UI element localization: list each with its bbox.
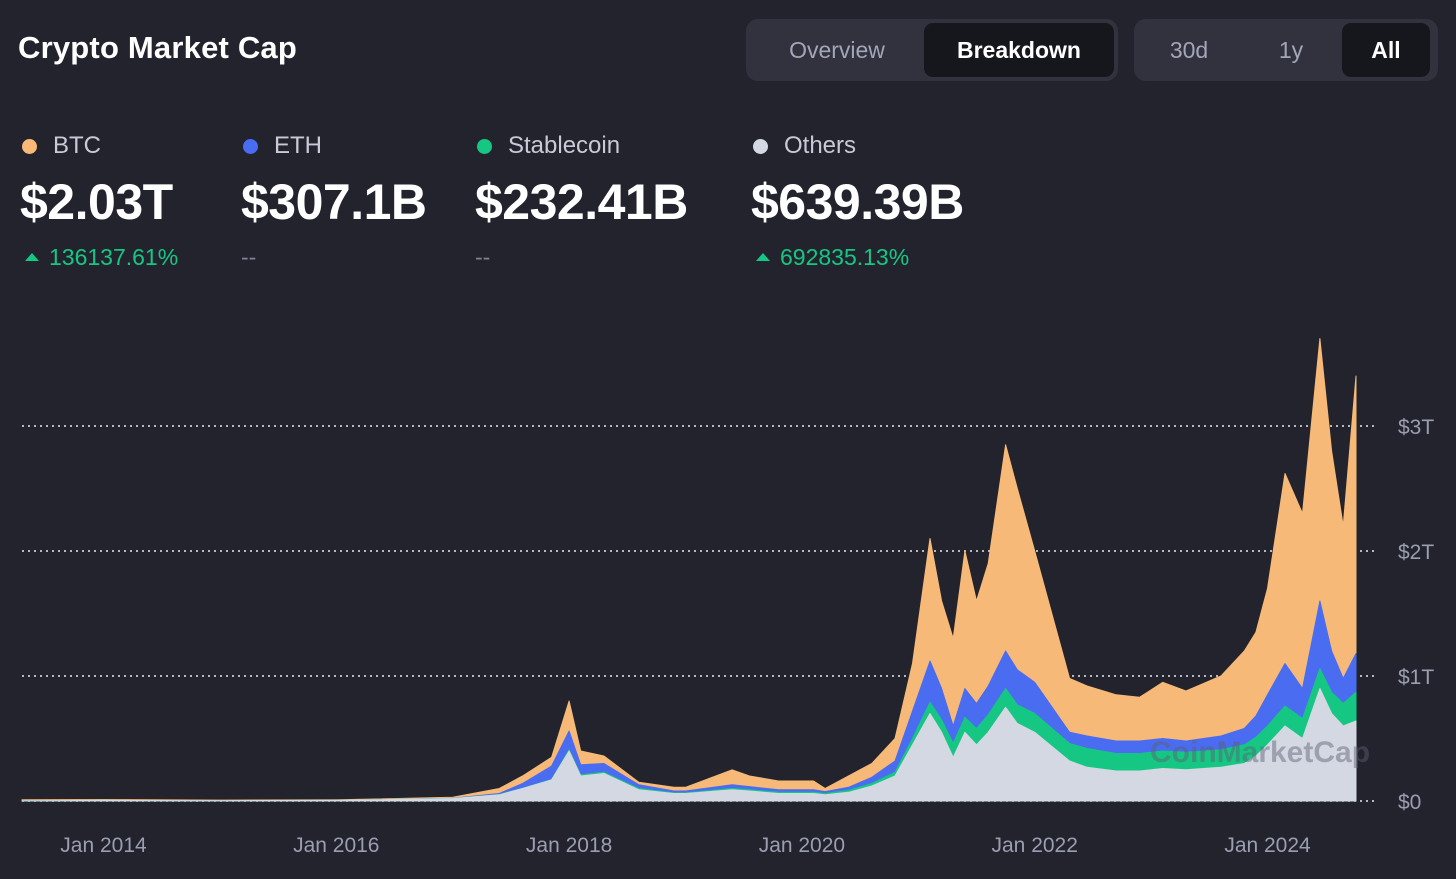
btc-market-cap-value: $2.03T [20, 174, 173, 230]
eth-color-dot [243, 138, 258, 154]
change-text: -- [241, 243, 257, 270]
range-all-button[interactable]: All [1342, 23, 1430, 77]
x-tick-label: Jan 2016 [293, 834, 379, 857]
view-toggle: Overview Breakdown [746, 19, 1118, 81]
others-color-dot [753, 138, 768, 154]
x-tick-label: Jan 2022 [992, 834, 1078, 857]
stablecoin-color-dot [477, 138, 492, 154]
y-tick-label: $2T [1398, 541, 1434, 564]
stablecoin-change: -- [475, 242, 688, 272]
y-tick-label: $0 [1398, 791, 1421, 814]
x-tick-label: Jan 2020 [759, 834, 845, 857]
area-btc[interactable] [21, 338, 1357, 802]
eth-change: -- [241, 242, 427, 272]
x-tick-label: Jan 2014 [60, 834, 147, 857]
x-tick-label: Jan 2024 [1224, 834, 1311, 857]
legend-btc[interactable]: BTC $2.03T 136137.61% [20, 128, 178, 272]
y-tick-label: $3T [1398, 416, 1434, 439]
range-toggle: 30d 1y All [1134, 19, 1438, 81]
stablecoin-market-cap-value: $232.41B [475, 174, 688, 230]
legend-others[interactable]: Others $639.39B 692835.13% [751, 128, 964, 272]
arrow-up-icon [25, 253, 39, 261]
change-text: -- [475, 243, 491, 270]
area-layer [21, 338, 1357, 802]
tab-breakdown[interactable]: Breakdown [924, 23, 1114, 77]
legend-label: Others [784, 132, 857, 159]
x-tick-label: Jan 2018 [526, 834, 612, 857]
axis-layer: $0 $1T $2T $3T Jan 2014 Jan 2016 Jan 2018 Jan 2… [60, 416, 1434, 857]
area-others[interactable] [21, 688, 1357, 802]
legend-label: Stablecoin [508, 132, 621, 159]
change-text: 136137.61% [49, 243, 179, 270]
tab-overview[interactable]: Overview [750, 23, 924, 77]
coinmarketcap-watermark: CoinMarketCap [1150, 736, 1370, 769]
eth-market-cap-value: $307.1B [241, 174, 427, 230]
btc-change: 136137.61% [20, 242, 178, 272]
range-30d-button[interactable]: 30d [1138, 23, 1240, 77]
legend-eth[interactable]: ETH $307.1B -- [241, 128, 427, 272]
btc-color-dot [22, 138, 37, 154]
others-change: 692835.13% [751, 242, 964, 272]
range-1y-button[interactable]: 1y [1240, 23, 1342, 77]
legend-label: BTC [53, 132, 101, 159]
change-text: 692835.13% [780, 243, 910, 270]
others-market-cap-value: $639.39B [751, 174, 964, 230]
legend-stablecoin[interactable]: Stablecoin $232.41B -- [475, 128, 688, 272]
y-tick-label: $1T [1398, 666, 1434, 689]
page-title: Crypto Market Cap [18, 30, 298, 65]
arrow-up-icon [756, 253, 770, 261]
legend-label: ETH [274, 132, 322, 159]
